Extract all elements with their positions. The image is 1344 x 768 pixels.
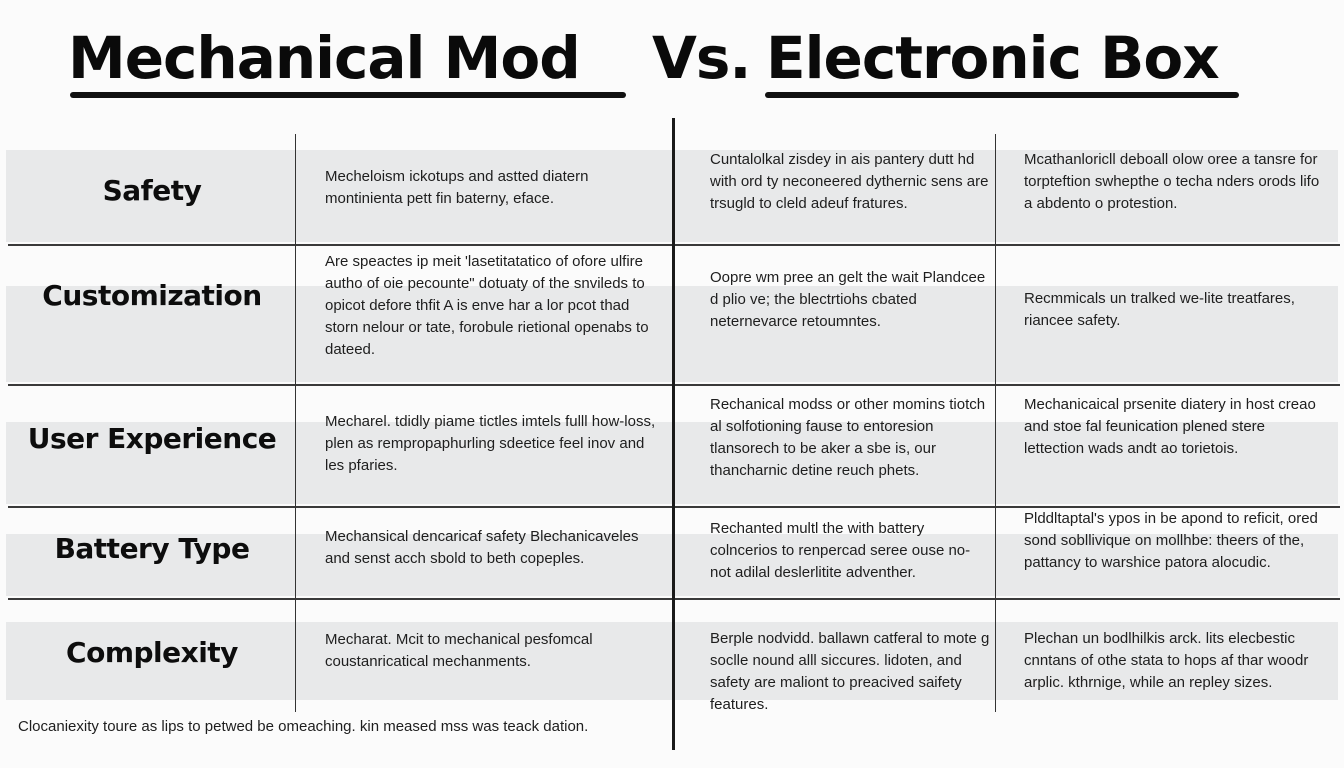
title-vs: Vs. (652, 24, 751, 92)
cell-electronic-a: Oopre wm pree an gelt the wait Plandcee … (710, 269, 986, 330)
row-label: Complexity (66, 636, 238, 669)
cell-electronic-b: Plechan un bodlhilkis arck. lits elecbes… (1024, 630, 1309, 691)
column-divider-3 (995, 134, 996, 712)
column-divider-1 (295, 134, 296, 712)
title-electronic-box: Electronic Box (766, 24, 1220, 92)
row-label: Customization (42, 279, 262, 312)
cell-mechanical: Mecharel. tdidly piame tictles imtels fu… (325, 413, 656, 474)
center-divider (672, 118, 675, 750)
cell-mechanical: Mechansical dencaricaf safety Blechanica… (325, 528, 639, 567)
cell-electronic-a: Berple nodvidd. ballawn catferal to mote… (710, 630, 990, 713)
title-underline-right (765, 92, 1239, 98)
cell-electronic-a: Rechanical modss or other momins tiotch … (710, 396, 986, 479)
cell-electronic-a: Cuntalolkal zisdey in ais pantery dutt h… (710, 151, 989, 212)
footnote: Clocaniexity toure as lips to petwed be … (18, 718, 589, 735)
cell-mechanical: Are speactes ip meit 'lasetitatatico of … (325, 253, 649, 358)
cell-electronic-b: Recmmicals un tralked we-lite treatfares… (1024, 290, 1295, 329)
cell-electronic-b: Plddltaptal's ypos in be apond to refici… (1024, 510, 1318, 571)
cell-electronic-b: Mcathanloricll deboall olow oree a tansr… (1024, 151, 1320, 212)
page-title: Mechanical Mod Vs. Electronic Box (0, 22, 1344, 102)
title-underline-left (70, 92, 626, 98)
cell-mechanical: Mecharat. Mcit to mechanical pesfomcal c… (325, 631, 593, 670)
row-label: Battery Type (54, 532, 250, 565)
row-label: Safety (102, 174, 202, 207)
cell-electronic-a: Rechanted multl the with battery colncer… (710, 520, 971, 581)
row-label: User Experience (27, 422, 277, 455)
cell-electronic-b: Mechanicaical prsenite diatery in host c… (1024, 396, 1316, 457)
title-mechanical-mod: Mechanical Mod (68, 24, 581, 92)
cell-mechanical: Mecheloism ickotups and astted diatern m… (325, 168, 589, 207)
